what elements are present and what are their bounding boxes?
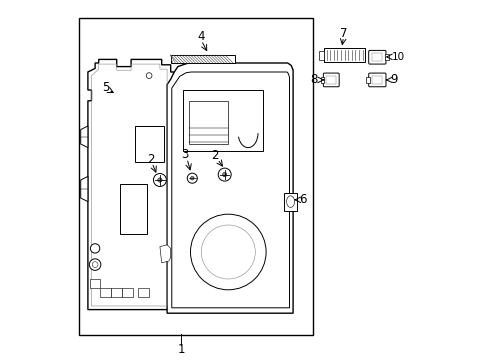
Bar (138, 288, 149, 297)
Bar (188, 101, 228, 144)
Text: 8: 8 (310, 73, 317, 86)
Bar (183, 90, 262, 151)
Bar (366, 77, 369, 83)
Text: 6: 6 (299, 193, 306, 206)
Bar (323, 48, 365, 62)
Text: 9: 9 (389, 73, 397, 86)
Circle shape (190, 176, 194, 180)
Bar (122, 288, 133, 297)
Bar (319, 51, 323, 60)
Bar (371, 76, 382, 84)
Polygon shape (167, 63, 292, 313)
Text: 5: 5 (102, 81, 109, 94)
Circle shape (90, 244, 100, 253)
FancyBboxPatch shape (323, 73, 339, 87)
Circle shape (187, 173, 197, 183)
Bar (111, 288, 122, 297)
Text: 3: 3 (181, 148, 188, 161)
Bar (284, 193, 296, 211)
Circle shape (190, 214, 265, 290)
Text: 7: 7 (339, 27, 346, 40)
Circle shape (89, 259, 101, 270)
Bar (384, 54, 387, 60)
Bar (170, 55, 235, 63)
Text: 2: 2 (147, 153, 154, 166)
Polygon shape (81, 176, 88, 202)
Bar (79, 18, 312, 335)
FancyBboxPatch shape (368, 73, 385, 87)
Bar (120, 184, 147, 234)
Circle shape (222, 172, 226, 177)
Text: 10: 10 (390, 52, 404, 62)
Text: 4: 4 (197, 30, 204, 43)
Circle shape (218, 168, 231, 181)
Polygon shape (171, 72, 289, 308)
Circle shape (92, 262, 98, 267)
Bar (89, 279, 101, 288)
Bar (320, 77, 324, 83)
Circle shape (146, 73, 152, 78)
Bar (134, 126, 164, 162)
Circle shape (153, 174, 166, 186)
Circle shape (158, 178, 162, 182)
Polygon shape (88, 59, 179, 310)
Text: 1: 1 (177, 343, 185, 356)
Bar (325, 76, 335, 84)
Bar (371, 53, 382, 61)
FancyBboxPatch shape (368, 50, 385, 64)
Polygon shape (160, 245, 170, 263)
Bar (101, 288, 111, 297)
Circle shape (201, 225, 255, 279)
Text: 2: 2 (211, 149, 218, 162)
Polygon shape (81, 126, 88, 148)
